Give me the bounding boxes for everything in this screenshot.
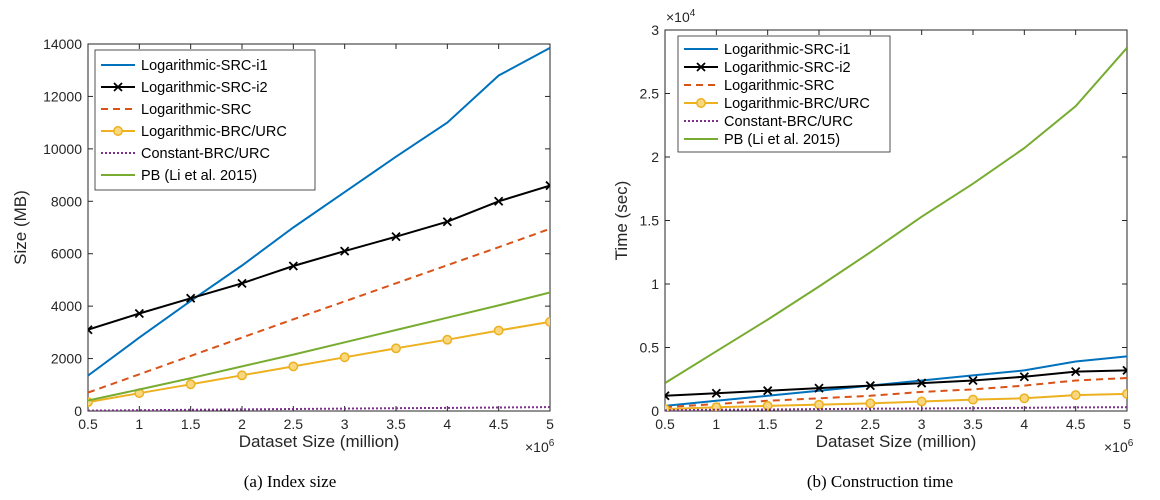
legend-label: Constant-BRC/URC: [724, 114, 853, 130]
data-point-circle-marker: [815, 400, 823, 408]
legend: Logarithmic-SRC-i1 Logarithmic-SRC-i2 Loga…: [678, 36, 890, 152]
x-tick-label: 3.5: [963, 416, 983, 432]
legend-marker: [114, 127, 122, 135]
legend-label: Logarithmic-SRC: [141, 102, 251, 118]
x-tick-label: 1.5: [181, 416, 201, 432]
legend-marker: [697, 99, 705, 107]
x-tick-label: 5: [1123, 416, 1131, 432]
x-tick-label: 4: [443, 416, 451, 432]
y-tick-label: 10000: [43, 141, 82, 157]
y-tick-label: 6000: [51, 246, 82, 262]
x-tick-label: 2.5: [861, 416, 881, 432]
y-axis-label: Time (sec): [612, 181, 631, 261]
y-axis-label: Size (MB): [11, 190, 30, 265]
y-exponent-base: ×10: [666, 9, 690, 25]
data-point-circle-marker: [1123, 390, 1131, 398]
data-point-circle-marker: [917, 397, 925, 405]
x-tick-label: 1: [712, 416, 720, 432]
data-point-circle-marker: [443, 335, 451, 343]
x-exponent-power: 6: [1128, 438, 1134, 449]
data-point-circle-marker: [969, 395, 977, 403]
y-tick-label: 1.5: [640, 213, 660, 229]
y-tick-label: 14000: [43, 36, 82, 52]
x-axis-label: Dataset Size (million): [239, 432, 400, 451]
y-tick-label: 3: [651, 22, 659, 38]
chart-index-size: 0.5 1 1.5 2 2.5 3 3.5 4 4.5 502000400060008000100…: [11, 36, 555, 491]
data-point-circle-marker: [238, 371, 246, 379]
legend-label: Logarithmic-SRC-i1: [724, 42, 851, 58]
data-point-circle-marker: [1071, 391, 1079, 399]
legend-label: Logarithmic-BRC/URC: [141, 124, 287, 140]
x-exponent-base: ×10: [1104, 439, 1128, 455]
data-point-circle-marker: [494, 326, 502, 334]
x-axis-exponent: ×106: [1104, 438, 1134, 455]
legend: Logarithmic-SRC-i1 Logarithmic-SRC-i2 Loga…: [95, 50, 315, 190]
y-tick-label: 0.5: [640, 340, 660, 356]
x-tick-label: 4: [1020, 416, 1028, 432]
data-point-circle-marker: [546, 318, 554, 326]
y-tick-label: 12000: [43, 88, 82, 104]
y-axis-exponent: ×104: [666, 8, 696, 25]
legend-label: Logarithmic-SRC-i1: [141, 58, 268, 74]
data-point-circle-marker: [392, 344, 400, 352]
x-exponent-base: ×10: [525, 439, 549, 455]
figure-caption: (a) Index size: [244, 472, 337, 491]
legend-label: Logarithmic-SRC: [724, 78, 834, 94]
y-tick-label: 0: [74, 403, 82, 419]
x-tick-label: 3: [341, 416, 349, 432]
y-tick-label: 2.5: [640, 86, 660, 102]
x-tick-label: 5: [546, 416, 554, 432]
data-point-circle-marker: [661, 405, 669, 413]
chart-construction-time: 0.5 1 1.5 2 2.5 3 3.5 4 4.5 500.511.522.53Dataset…: [612, 8, 1134, 491]
x-axis-label: Dataset Size (million): [816, 432, 977, 451]
legend-label: Logarithmic-SRC-i2: [141, 80, 268, 96]
x-axis-exponent: ×106: [525, 438, 555, 455]
data-point-circle-marker: [866, 399, 874, 407]
legend-label: Constant-BRC/URC: [141, 146, 270, 162]
x-tick-label: 2: [815, 416, 823, 432]
x-tick-label: 2: [238, 416, 246, 432]
legend-label: Logarithmic-SRC-i2: [724, 60, 851, 76]
y-tick-label: 2: [651, 149, 659, 165]
legend-label: Logarithmic-BRC/URC: [724, 96, 870, 112]
y-tick-label: 1: [651, 276, 659, 292]
x-tick-label: 4.5: [489, 416, 509, 432]
x-tick-label: 1: [135, 416, 143, 432]
y-tick-label: 0: [651, 403, 659, 419]
x-tick-label: 3.5: [386, 416, 406, 432]
x-tick-label: 1.5: [758, 416, 778, 432]
y-tick-label: 4000: [51, 298, 82, 314]
data-point-circle-marker: [289, 362, 297, 370]
figure-caption: (b) Construction time: [807, 472, 953, 491]
x-tick-label: 2.5: [284, 416, 304, 432]
x-exponent-power: 6: [549, 438, 555, 449]
x-tick-label: 4.5: [1066, 416, 1086, 432]
legend-label: PB (Li et al. 2015): [724, 132, 840, 148]
y-tick-label: 8000: [51, 193, 82, 209]
y-tick-label: 2000: [51, 351, 82, 367]
data-point-circle-marker: [1020, 394, 1028, 402]
data-point-circle-marker: [340, 353, 348, 361]
y-exponent-power: 4: [690, 8, 696, 19]
legend-label: PB (Li et al. 2015): [141, 168, 257, 184]
data-point-circle-marker: [186, 380, 194, 388]
x-tick-label: 3: [918, 416, 926, 432]
